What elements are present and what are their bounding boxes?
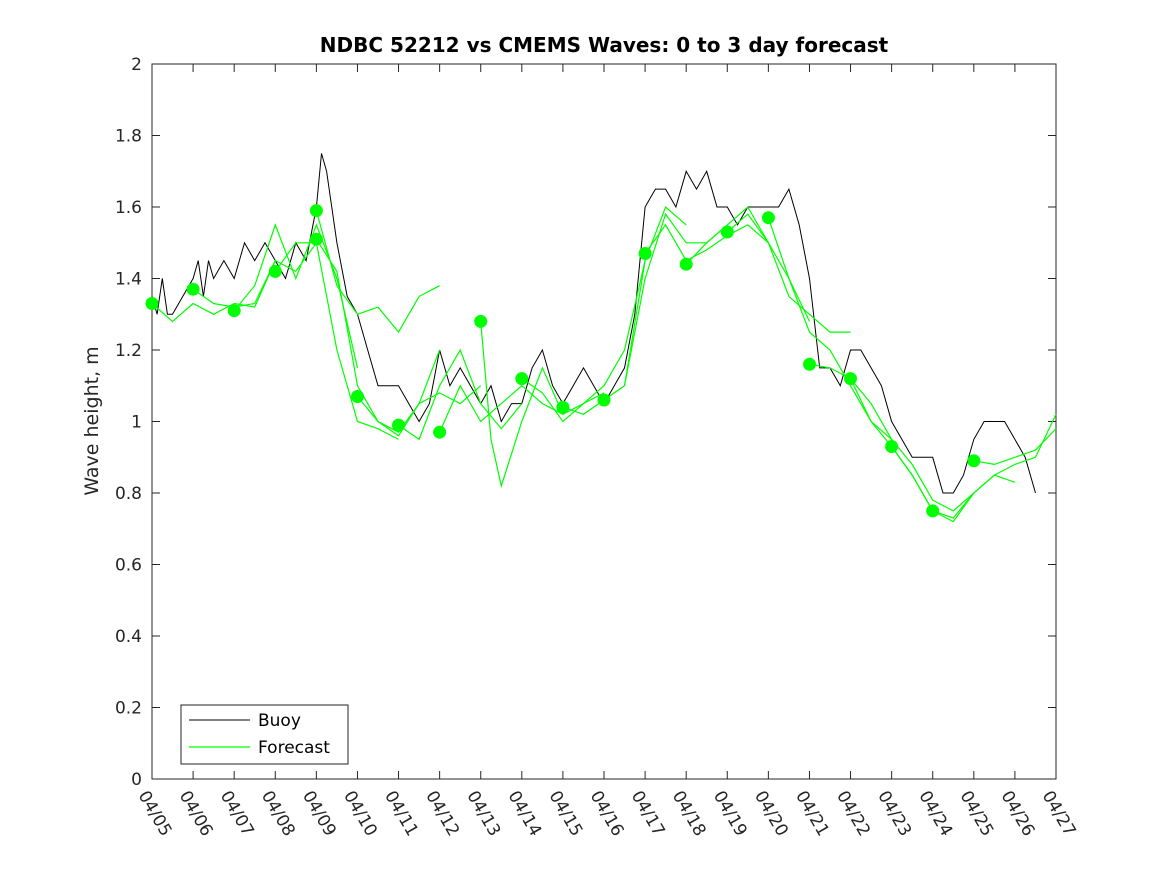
forecast-run-line bbox=[398, 348, 523, 441]
forecast-marker bbox=[474, 314, 488, 328]
legend-forecast-label: Forecast bbox=[258, 738, 330, 758]
forecast-marker bbox=[556, 400, 570, 414]
y-tick-label: 1.8 bbox=[115, 127, 142, 147]
forecast-run-line bbox=[932, 414, 1057, 523]
buoy-line bbox=[151, 153, 1036, 494]
forecast-marker bbox=[679, 257, 693, 271]
forecast-marker bbox=[392, 418, 405, 432]
chart-title: NDBC 52212 vs CMEMS Waves: 0 to 3 day fo… bbox=[320, 33, 889, 57]
forecast-marker bbox=[597, 393, 611, 407]
forecast-run-line bbox=[439, 384, 564, 433]
y-tick-label: 1.2 bbox=[115, 341, 142, 361]
forecast-run-line bbox=[192, 242, 317, 308]
forecast-run-line bbox=[521, 260, 646, 423]
forecast-run-line bbox=[726, 213, 851, 333]
forecast-marker bbox=[885, 440, 899, 453]
forecast-marker bbox=[227, 304, 241, 318]
forecast-markers bbox=[145, 204, 981, 518]
forecast-marker bbox=[186, 282, 200, 296]
legend-box bbox=[180, 704, 349, 765]
forecast-marker bbox=[638, 247, 652, 260]
buoy-series bbox=[151, 153, 1036, 494]
forecast-marker bbox=[926, 504, 940, 518]
forecast-run-line bbox=[151, 260, 276, 323]
forecast-run-line bbox=[850, 378, 975, 512]
forecast-run-line bbox=[644, 223, 769, 262]
legend-buoy-label: Buoy bbox=[258, 711, 301, 731]
forecast-marker bbox=[761, 211, 775, 225]
forecast-marker bbox=[844, 372, 857, 386]
forecast-marker bbox=[515, 372, 529, 386]
y-tick-label: 1 bbox=[131, 413, 142, 433]
forecast-run-line bbox=[233, 223, 359, 369]
y-tick-label: 0.4 bbox=[115, 627, 142, 647]
forecast-run-line bbox=[315, 210, 440, 334]
forecast-run-line bbox=[973, 428, 1057, 466]
legend: Buoy Forecast bbox=[180, 704, 349, 765]
forecast-marker bbox=[803, 357, 816, 371]
y-tick-label: 0.8 bbox=[115, 484, 142, 504]
y-tick-label: 0 bbox=[131, 770, 142, 790]
forecast-marker bbox=[433, 425, 447, 439]
y-tick-label: 0.6 bbox=[115, 556, 142, 576]
y-tick-label: 0.2 bbox=[115, 699, 142, 719]
forecast-marker bbox=[967, 454, 981, 468]
y-axis-label: Wave height, m bbox=[81, 346, 103, 495]
forecast-marker bbox=[351, 390, 364, 403]
forecast-marker bbox=[720, 225, 734, 239]
y-axis: 0 0.2 0.4 0.6 0.8 1 1.2 1.4 1.6 1.8 2 bbox=[115, 55, 1056, 790]
y-tick-label: 1.6 bbox=[115, 198, 142, 218]
plot-area bbox=[151, 63, 1057, 780]
forecast-marker bbox=[268, 264, 282, 278]
forecast-run-line bbox=[357, 385, 482, 437]
forecast-run-line bbox=[480, 321, 605, 489]
y-tick-label: 1.4 bbox=[115, 270, 142, 290]
forecast-marker bbox=[145, 297, 159, 310]
plot-frame bbox=[151, 63, 1057, 780]
y-tick-label: 2 bbox=[131, 55, 142, 75]
forecast-marker bbox=[309, 204, 323, 218]
forecast-run-line bbox=[274, 242, 399, 440]
forecast-marker bbox=[309, 232, 323, 246]
forecast-series bbox=[151, 205, 1057, 523]
